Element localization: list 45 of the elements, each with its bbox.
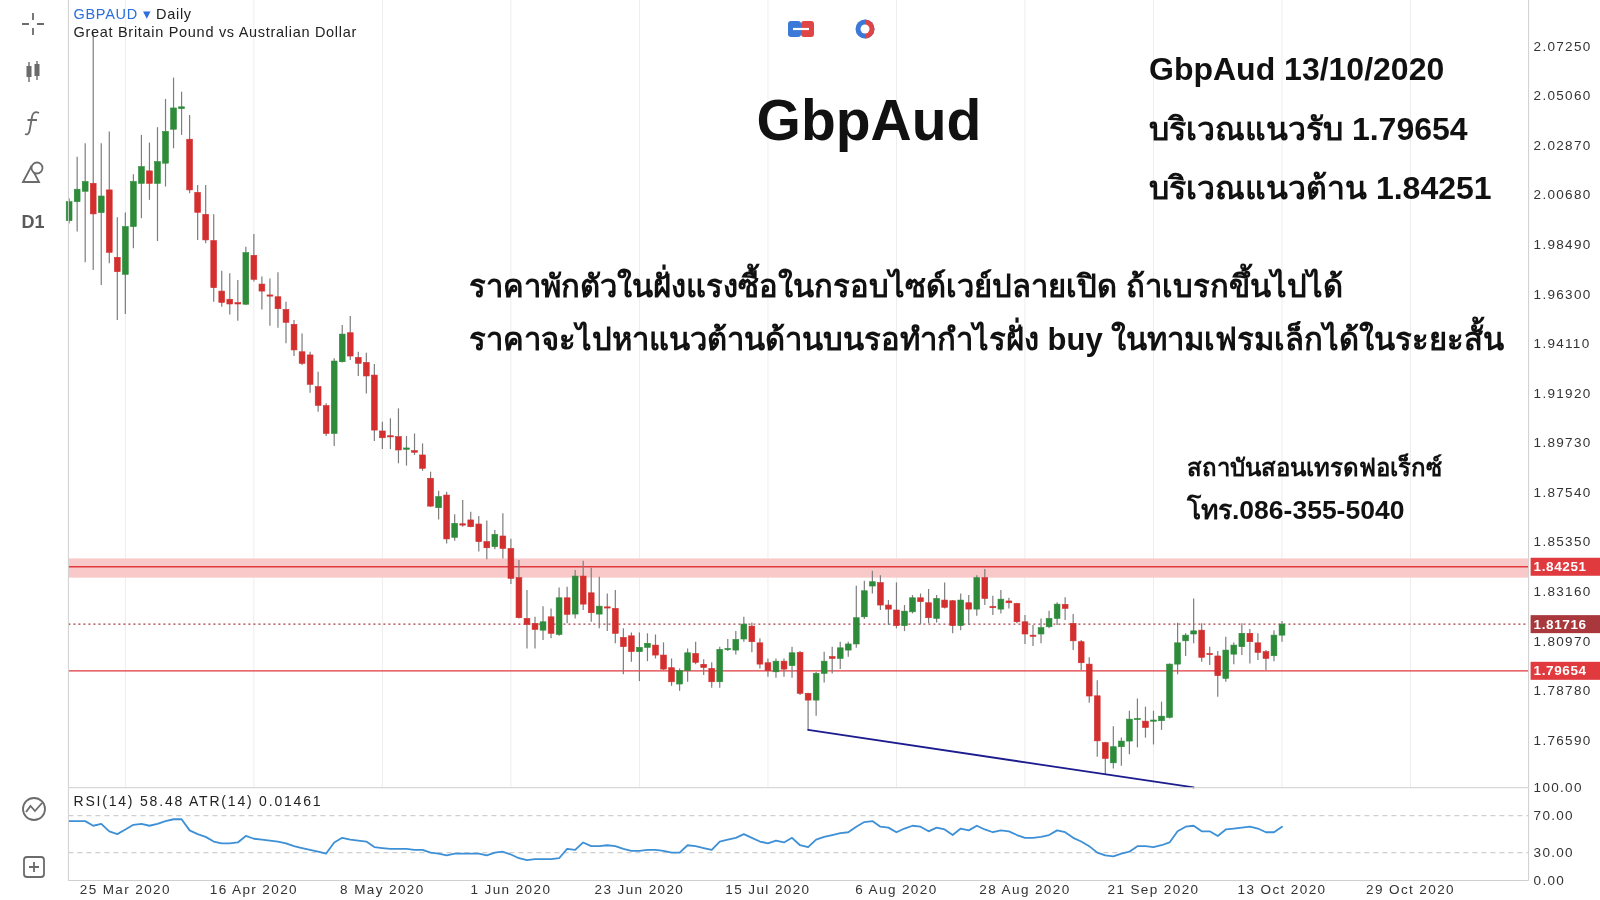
x-tick-label: 25 Mar 2020 — [79, 881, 171, 897]
y-tick-label: 70.00 — [1533, 808, 1574, 824]
annotation: ราคาพักตัวในฝั่งแรงซื้อในกรอบไซด์เวย์ปลายเปิด ถ้าเบรกขึ้นไปได้ — [469, 262, 1343, 304]
y-tick-label: 1.78780 — [1533, 683, 1592, 699]
y-tick-label: 2.02870 — [1533, 137, 1592, 153]
y-tick-label: 1.85350 — [1533, 534, 1592, 550]
annotation: สถาบันสอนเทรดฟอเร็กซ์ — [1187, 452, 1442, 481]
y-tick-label: 100.00 — [1533, 780, 1583, 796]
y-tick-label: 1.91920 — [1533, 385, 1592, 401]
ref-line-label: 1.81716 — [1533, 616, 1587, 632]
x-tick-label: 15 Jul 2020 — [725, 881, 811, 897]
text: D1 — [21, 212, 45, 232]
x-tick-label: 23 Jun 2020 — [594, 881, 685, 897]
x-tick-label: 29 Oct 2020 — [1366, 881, 1455, 897]
chart-title: GBPAUD ▾ Daily — [73, 5, 192, 22]
ref-line-label: 1.84251 — [1533, 559, 1587, 575]
y-tick-label: 1.87540 — [1533, 484, 1592, 500]
y-tick-label: 1.98490 — [1533, 236, 1592, 252]
annotation: GbpAud 13/10/2020 — [1149, 51, 1445, 87]
x-tick-label: 21 Sep 2020 — [1107, 881, 1200, 897]
y-tick-label: 30.00 — [1533, 845, 1574, 861]
annotation: บริเวณแนวรับ 1.79654 — [1149, 111, 1468, 147]
annotation: บริเวณแนวต้าน 1.84251 — [1149, 170, 1492, 206]
y-tick-label: 1.76590 — [1533, 732, 1592, 748]
y-tick-label: 1.83160 — [1533, 583, 1592, 599]
ref-line-label: 1.79654 — [1533, 663, 1587, 679]
y-tick-label: 1.89730 — [1533, 435, 1592, 451]
y-tick-label: 0.00 — [1533, 873, 1566, 888]
x-tick-label: 13 Oct 2020 — [1237, 881, 1327, 897]
y-tick-label: 2.05060 — [1533, 88, 1592, 104]
annotation: โทร.086-355-5040 — [1186, 494, 1405, 525]
y-tick-label: 1.96300 — [1533, 286, 1592, 302]
chart-title: RSI(14) 58.48 ATR(14) 0.01461 — [73, 793, 323, 809]
annotation: GbpAud — [756, 88, 982, 152]
x-tick-label: 1 Jun 2020 — [470, 881, 552, 897]
annotation: ราคาจะไปหาแนวต้านด้านบนรอทำกำไรฝั่ง buy ในทามเฟรมเล็กได้ในระยะสั้น — [469, 315, 1505, 357]
x-tick-label: 28 Aug 2020 — [979, 881, 1071, 897]
x-tick-label: 6 Aug 2020 — [855, 881, 938, 897]
y-tick-label: 1.94110 — [1533, 336, 1591, 352]
y-tick-label: 1.80970 — [1533, 633, 1592, 649]
x-tick-label: 16 Apr 2020 — [209, 881, 298, 897]
x-tick-label: 8 May 2020 — [340, 881, 425, 897]
text: Great Britain Pound vs Australian Dollar — [73, 23, 357, 40]
y-tick-label: 2.07250 — [1533, 38, 1592, 54]
y-tick-label: 2.00680 — [1533, 187, 1592, 203]
